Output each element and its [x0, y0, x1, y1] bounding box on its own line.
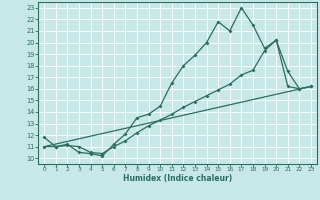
X-axis label: Humidex (Indice chaleur): Humidex (Indice chaleur): [123, 174, 232, 183]
